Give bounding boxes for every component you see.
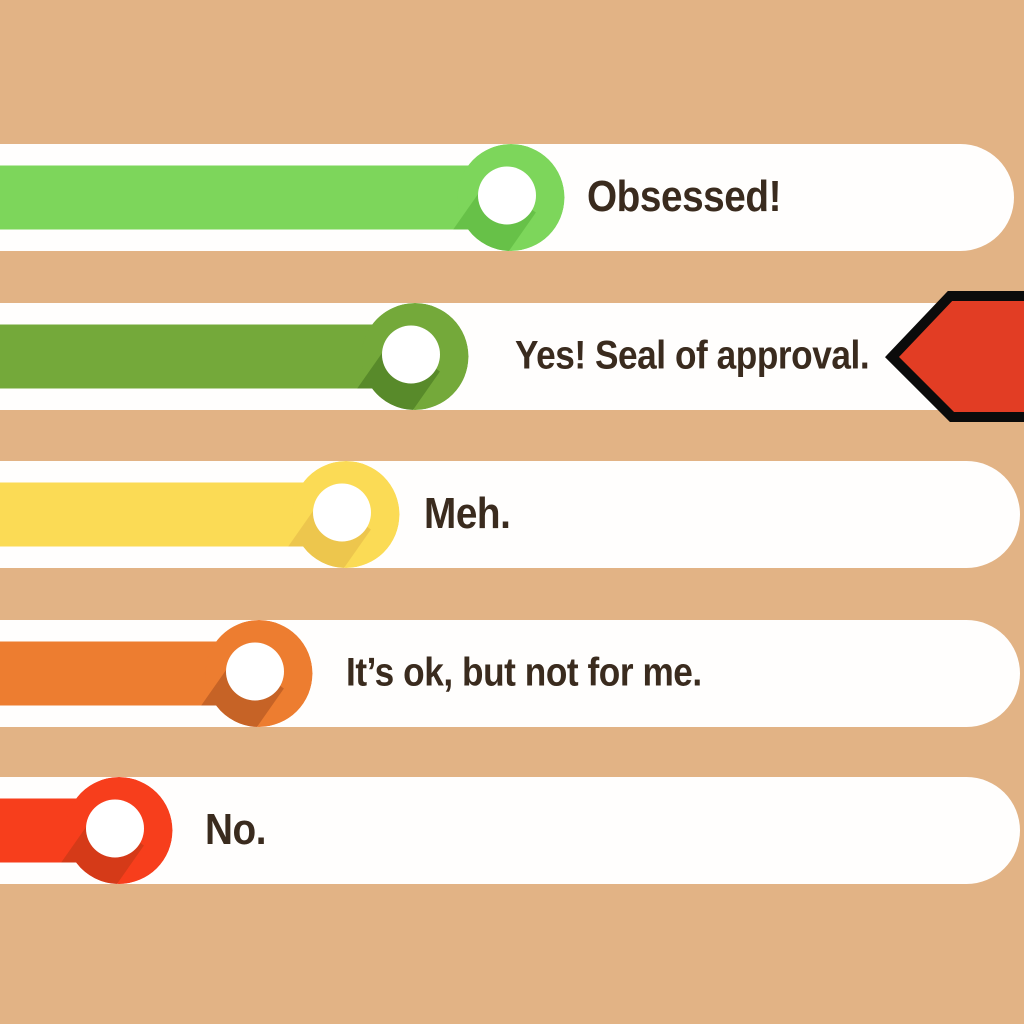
slider-knob-hole [313, 483, 371, 542]
answer-label: Obsessed! [587, 171, 782, 221]
slider-bar[interactable] [0, 482, 346, 547]
slider-bar[interactable] [0, 324, 415, 389]
rating-row-yes-seal-of-approval: Yes! Seal of approval. [0, 291, 1024, 422]
answer-label: No. [205, 804, 267, 854]
slider[interactable] [0, 144, 567, 251]
slider[interactable] [0, 303, 471, 410]
answer-label: Meh. [424, 488, 511, 538]
slider-knob-hole [86, 799, 144, 858]
slider-bar[interactable] [0, 165, 511, 230]
slider[interactable] [0, 777, 175, 884]
slider-knob-hole [478, 166, 536, 225]
answer-label: It’s ok, but not for me. [346, 650, 702, 695]
selection-arrow-icon [885, 291, 1024, 422]
slider-knob-shadow [349, 179, 536, 251]
slider[interactable] [0, 461, 402, 568]
rating-row-obsessed: Obsessed! [0, 144, 1024, 251]
rating-row-no: No. [0, 777, 1024, 884]
rating-row-meh: Meh. [0, 461, 1024, 568]
rating-row-ok-not-for-me: It’s ok, but not for me. [0, 620, 1024, 727]
slider-knob-hole [382, 325, 440, 384]
slider-knob-shadow [0, 812, 144, 884]
slider-knob-hole [226, 642, 284, 701]
slider[interactable] [0, 620, 315, 727]
slider-knob-shadow [253, 338, 440, 410]
answer-label: Yes! Seal of approval. [515, 333, 870, 378]
slider-knob-shadow [184, 496, 371, 568]
slider-knob-shadow [97, 655, 284, 727]
